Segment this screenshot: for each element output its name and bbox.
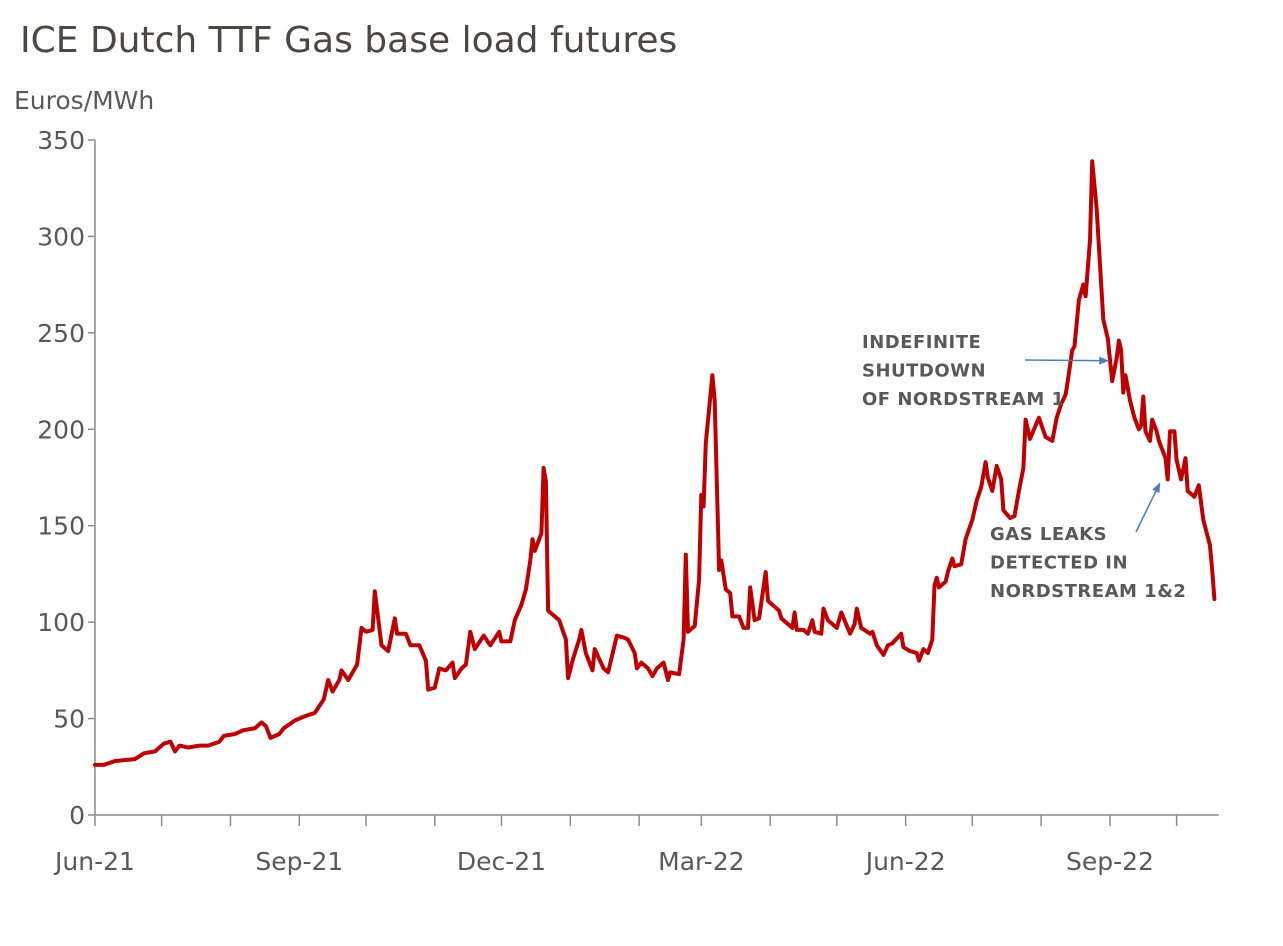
annotation-text: OF NORDSTREAM 1 — [862, 389, 1065, 410]
x-tick-label: Jun-22 — [864, 847, 946, 876]
x-tick-label: Sep-22 — [1066, 847, 1154, 876]
annotation-text: SHUTDOWN — [862, 361, 986, 382]
y-tick-label: 250 — [37, 319, 85, 348]
annotation-text: GAS LEAKS — [990, 524, 1107, 545]
chart-title: ICE Dutch TTF Gas base load futures — [20, 20, 678, 61]
price-line — [93, 159, 1217, 767]
annotation-text: DETECTED IN — [990, 553, 1128, 574]
annotation-text: INDEFINITE — [862, 332, 981, 353]
y-tick-label: 150 — [37, 512, 85, 541]
annotation-arrow — [1135, 482, 1161, 533]
y-tick-label: 50 — [53, 705, 85, 734]
x-tick-label: Mar-22 — [658, 847, 744, 876]
x-tick-label: Jun-21 — [53, 847, 135, 876]
x-tick-label: Sep-21 — [255, 847, 343, 876]
annotation-arrow — [1024, 356, 1110, 365]
y-tick-label: 200 — [37, 415, 85, 444]
y-tick-label: 100 — [37, 608, 85, 637]
y-tick-label: 350 — [37, 126, 85, 155]
y-tick-label: 300 — [37, 222, 85, 251]
y-axis-label: Euros/MWh — [14, 86, 155, 115]
annotation-text: NORDSTREAM 1&2 — [990, 581, 1186, 602]
y-tick-label: 0 — [69, 801, 85, 830]
x-tick-label: Dec-21 — [457, 847, 546, 876]
